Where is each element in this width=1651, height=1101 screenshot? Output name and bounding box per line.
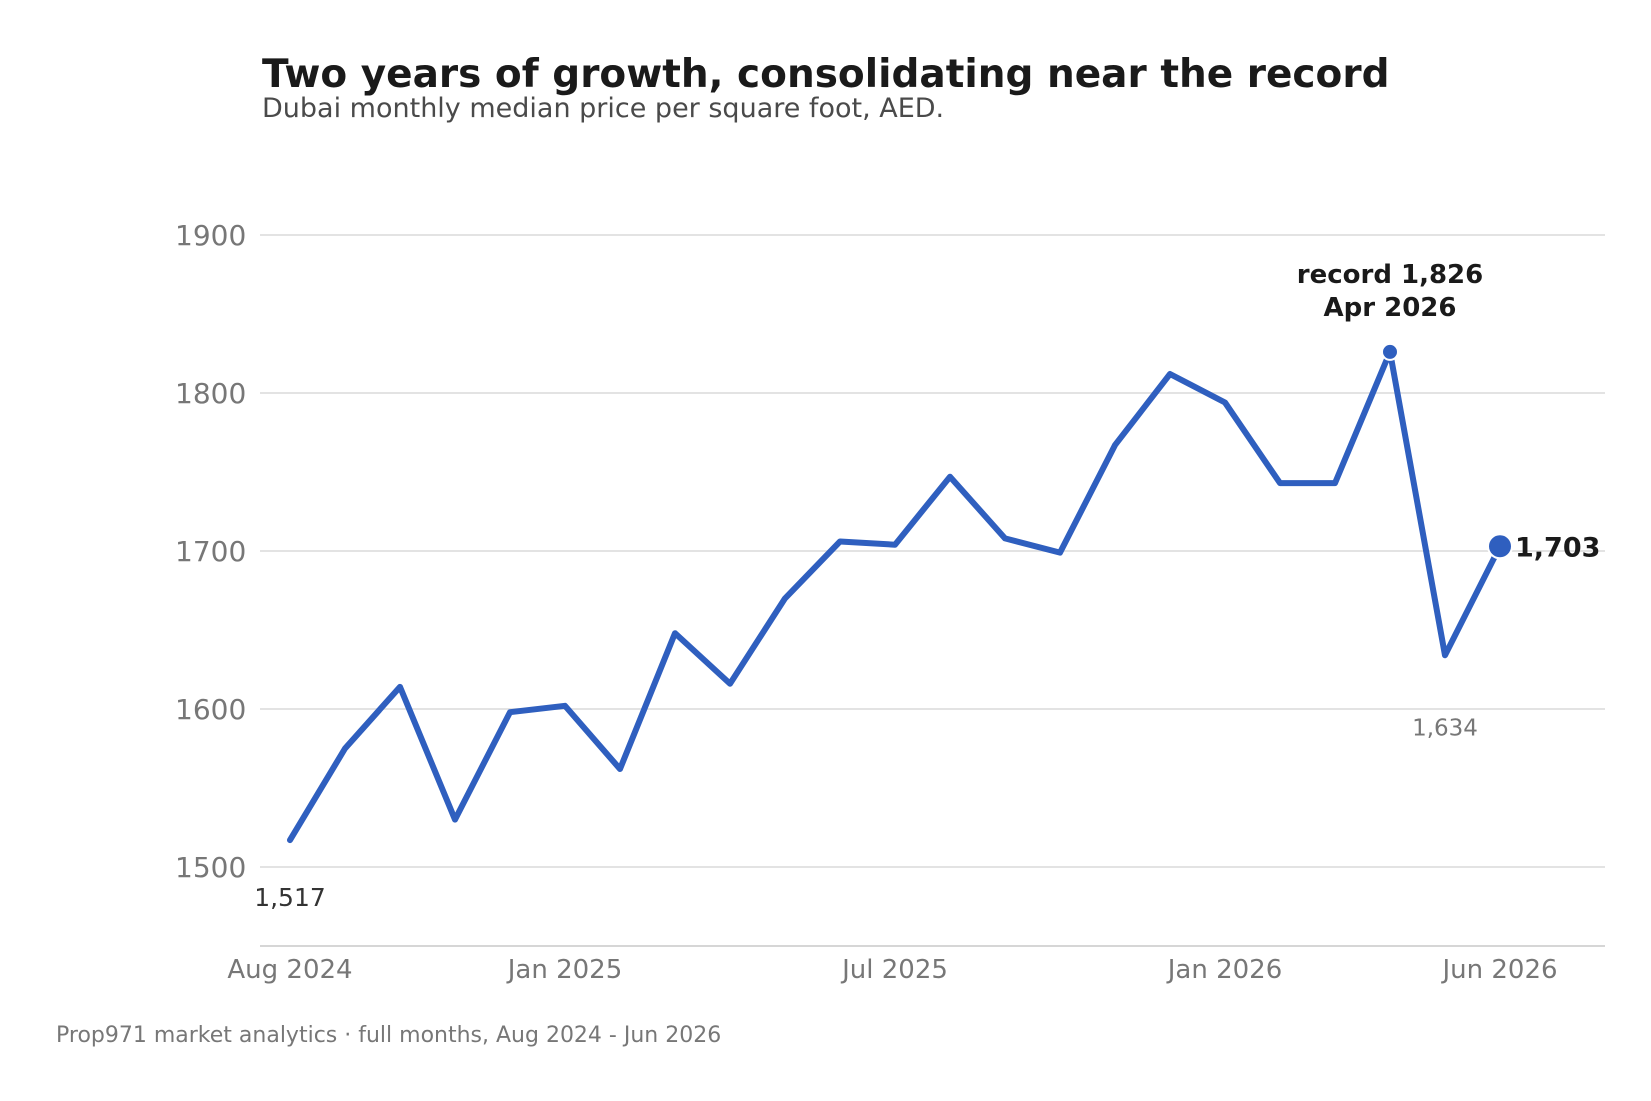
data-point [342, 746, 348, 752]
record-marker [1381, 342, 1399, 361]
chart-subtitle: Dubai monthly median price per square fo… [262, 93, 944, 124]
data-point [1332, 480, 1338, 486]
data-point [727, 681, 733, 687]
data-point [1442, 652, 1448, 658]
last-value-marker [1487, 533, 1513, 560]
data-point [1057, 550, 1063, 556]
series-layer [287, 348, 1503, 844]
record-date-label: Apr 2026 [1324, 293, 1457, 323]
data-point [562, 703, 568, 709]
data-point [1167, 371, 1173, 377]
y-tick-label: 1500 [175, 851, 246, 884]
data-point [672, 630, 678, 636]
data-point [947, 474, 953, 480]
chart-footer: Prop971 market analytics · full months, … [56, 1023, 721, 1048]
dip-value-label: 1,634 [1412, 715, 1478, 741]
y-tick-label: 1800 [175, 377, 246, 410]
last-value-label: 1,703 [1515, 532, 1600, 563]
start-value-label: 1,517 [254, 883, 326, 912]
y-tick-label: 1600 [175, 693, 246, 726]
series-line [287, 348, 1503, 844]
data-point [507, 709, 513, 715]
data-point [1112, 442, 1118, 448]
data-point [1002, 535, 1008, 541]
chart-title: Two years of growth, consolidating near … [262, 52, 1390, 97]
x-tick-label: Jun 2026 [1440, 955, 1557, 985]
data-point [782, 595, 788, 601]
x-axis: Aug 2024 Jan 2025 Jul 2025 Jan 2026 Jun 2026 [227, 945, 1605, 985]
data-point [892, 542, 898, 548]
x-tick-label: Jan 2025 [506, 955, 623, 985]
data-point [1222, 399, 1228, 405]
data-point [837, 539, 843, 545]
gridlines [260, 234, 1605, 868]
y-axis: 1500 1600 1700 1800 1900 [175, 219, 246, 884]
data-point [617, 766, 623, 772]
y-tick-label: 1700 [175, 535, 246, 568]
data-point [287, 837, 293, 843]
record-value-label: record 1,826 [1297, 260, 1483, 290]
x-tick-label: Jan 2026 [1166, 955, 1283, 985]
data-point [1277, 480, 1283, 486]
data-point [452, 817, 458, 823]
x-tick-label: Jul 2025 [840, 955, 948, 985]
data-point [397, 684, 403, 690]
x-tick-label: Aug 2024 [227, 955, 352, 985]
y-tick-label: 1900 [175, 219, 246, 252]
